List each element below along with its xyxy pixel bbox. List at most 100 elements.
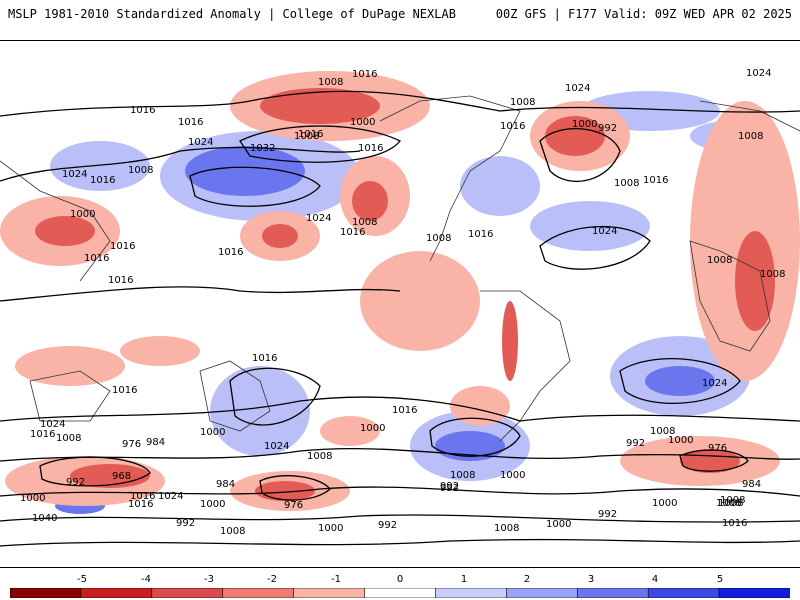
contour-label: 968 bbox=[112, 471, 131, 482]
isobars bbox=[0, 90, 800, 547]
contour-label: 1016 bbox=[90, 175, 115, 186]
contour-label: 1016 bbox=[110, 241, 135, 252]
model-run-info: 00Z GFS | F177 Valid: 09Z WED APR 02 202… bbox=[495, 7, 792, 21]
contour-label: 1016 bbox=[358, 143, 383, 154]
colorbar: -5 -4 -3 -2 -1 0 1 2 3 4 5 bbox=[0, 570, 800, 600]
strong-negative-anomaly bbox=[35, 88, 775, 501]
colorbar-segment bbox=[222, 588, 295, 598]
contour-label: 984 bbox=[216, 479, 235, 490]
contour-label: 1016 bbox=[130, 105, 155, 116]
colorbar-tick: 1 bbox=[460, 574, 468, 585]
contour-label: 1032 bbox=[250, 143, 275, 154]
contour-label: 1000 bbox=[572, 119, 597, 130]
contour-label: 1008 bbox=[718, 498, 743, 509]
contour-label: 1016 bbox=[500, 121, 525, 132]
colorbar-segment bbox=[10, 588, 82, 598]
contour-label: 1016 bbox=[340, 227, 365, 238]
contour-label: 992 bbox=[440, 481, 459, 492]
contour-label: 1008 bbox=[294, 131, 319, 142]
contour-label: 1008 bbox=[450, 470, 475, 481]
contour-label: 1008 bbox=[716, 498, 741, 509]
colorbar-tick: 2 bbox=[523, 574, 531, 585]
contour-label: 1000 bbox=[20, 493, 45, 504]
contour-label: 1024 bbox=[306, 213, 331, 224]
contour-label: 1000 bbox=[70, 209, 95, 220]
colorbar-segments bbox=[10, 588, 790, 598]
contour-label: 976 bbox=[122, 439, 141, 450]
contour-label: 1016 bbox=[30, 429, 55, 440]
contour-label: 1008 bbox=[510, 97, 535, 108]
colorbar-segment bbox=[151, 588, 224, 598]
contour-label: 1008 bbox=[614, 178, 639, 189]
contour-label: 1024 bbox=[746, 68, 771, 79]
contour-label: 1008 bbox=[720, 495, 745, 506]
contour-label: 1008 bbox=[760, 269, 785, 280]
contour-label: 1016 bbox=[130, 491, 155, 502]
contour-label: 1000 bbox=[200, 499, 225, 510]
colorbar-segment bbox=[506, 588, 579, 598]
colorbar-segment bbox=[576, 588, 649, 598]
contour-label: 1008 bbox=[707, 255, 732, 266]
colorbar-tick: 4 bbox=[651, 574, 659, 585]
colorbar-tick: 5 bbox=[716, 574, 724, 585]
colorbar-segment bbox=[293, 588, 366, 598]
contour-label: 992 bbox=[440, 483, 459, 494]
contour-label: 1016 bbox=[112, 385, 137, 396]
colorbar-segment bbox=[364, 588, 437, 598]
contour-labels: 1016 1008 1000 1016 1024 1024 1016 992 1… bbox=[20, 68, 785, 537]
contour-label: 1016 bbox=[84, 253, 109, 264]
contour-label: 992 bbox=[378, 520, 397, 531]
contour-label: 1008 bbox=[738, 131, 763, 142]
contour-label: 1000 bbox=[318, 523, 343, 534]
contour-label: 1000 bbox=[350, 117, 375, 128]
contour-label: 1024 bbox=[264, 441, 289, 452]
contour-label: 984 bbox=[146, 437, 165, 448]
contour-label: 1016 bbox=[252, 353, 277, 364]
colorbar-segment bbox=[80, 588, 153, 598]
contour-label: 1024 bbox=[62, 169, 87, 180]
contour-label: 1008 bbox=[307, 451, 332, 462]
contour-label: 976 bbox=[284, 500, 303, 511]
contour-label: 1016 bbox=[392, 405, 417, 416]
contour-label: 1000 bbox=[668, 435, 693, 446]
colorbar-tick: -1 bbox=[331, 574, 341, 585]
contour-label: 1016 bbox=[298, 129, 323, 140]
contour-label: 992 bbox=[598, 509, 617, 520]
contour-label: 1016 bbox=[178, 117, 203, 128]
contour-label: 1024 bbox=[188, 137, 213, 148]
colorbar-segment bbox=[718, 588, 790, 598]
contour-label: 1000 bbox=[546, 519, 571, 530]
contour-label: 992 bbox=[66, 477, 85, 488]
contour-label: 1008 bbox=[352, 217, 377, 228]
contour-label: 1016 bbox=[722, 518, 747, 529]
colorbar-strip bbox=[10, 588, 790, 598]
contour-label: 1024 bbox=[702, 378, 727, 389]
contour-label: 1016 bbox=[468, 229, 493, 240]
contour-label: 1024 bbox=[565, 83, 590, 94]
contour-label: 1024 bbox=[40, 419, 65, 430]
map-panel: 1016 1008 1000 1016 1024 1024 1016 992 1… bbox=[0, 40, 800, 568]
colorbar-segment bbox=[647, 588, 720, 598]
anomaly-map: 1016 1008 1000 1016 1024 1024 1016 992 1… bbox=[0, 68, 800, 547]
contour-label: 992 bbox=[626, 438, 645, 449]
colorbar-tick: -4 bbox=[141, 574, 151, 585]
contour-label: 1000 bbox=[200, 427, 225, 438]
colorbar-tick: 0 bbox=[396, 574, 404, 585]
contour-label: 1000 bbox=[500, 470, 525, 481]
map-title: MSLP 1981-2010 Standardized Anomaly | Co… bbox=[8, 7, 456, 21]
colorbar-tick: 3 bbox=[587, 574, 595, 585]
header: MSLP 1981-2010 Standardized Anomaly | Co… bbox=[0, 0, 800, 30]
contour-label: 1008 bbox=[128, 165, 153, 176]
contour-label: 1016 bbox=[218, 247, 243, 258]
colorbar-segment bbox=[435, 588, 508, 598]
contour-label: 1016 bbox=[643, 175, 668, 186]
colorbar-tick: -2 bbox=[267, 574, 277, 585]
contour-label: 1016 bbox=[128, 499, 153, 510]
contour-label: 1000 bbox=[360, 423, 385, 434]
contour-label: 1008 bbox=[494, 523, 519, 534]
contour-label: 1024 bbox=[592, 226, 617, 237]
contour-label: 1008 bbox=[220, 526, 245, 537]
contour-label: 1008 bbox=[318, 77, 343, 88]
contour-label: 1016 bbox=[108, 275, 133, 286]
colorbar-tick: -3 bbox=[204, 574, 214, 585]
